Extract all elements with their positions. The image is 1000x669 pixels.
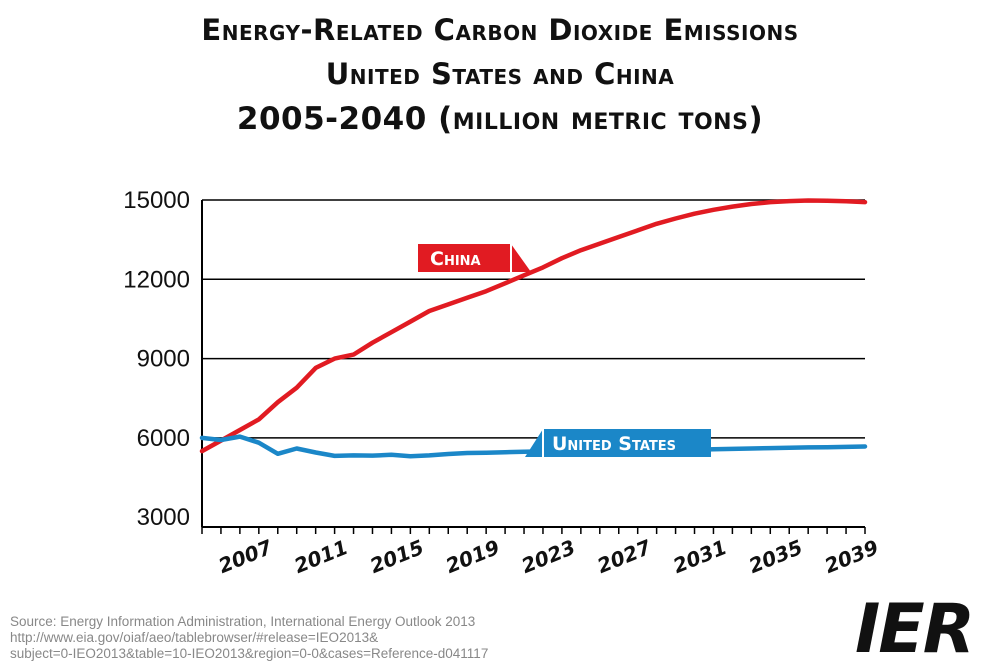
x-tick-label-2031: 2031: [670, 535, 731, 578]
source-line-3: subject=0-IEO2013&table=10-IEO2013&regio…: [10, 646, 489, 661]
x-tick-label-2007: 2007: [215, 535, 276, 578]
x-tick-label-2039: 2039: [821, 535, 882, 578]
y-tick-label-12000: 12000: [123, 266, 190, 293]
china-label-box: [418, 244, 531, 272]
title-line-1: Energy-Related Carbon Dioxide Emissions: [201, 13, 799, 47]
series-line-china: [199, 198, 868, 454]
us-label-text: United States: [552, 433, 676, 455]
source-line-1: Source: Energy Information Administratio…: [10, 614, 476, 629]
y-tick-label-3000: 3000: [137, 504, 190, 531]
source-line-2: http://www.eia.gov/oiaf/aeo/tablebrowser…: [10, 630, 379, 645]
source-note: Source: Energy Information Administratio…: [10, 614, 488, 662]
title-line-3: 2005-2040 (million metric tons): [236, 101, 764, 137]
us-label-box: [525, 429, 711, 457]
x-tick-label-2011: 2011: [291, 535, 352, 578]
ier-logo: IER: [855, 590, 975, 669]
x-tick-label-2027: 2027: [594, 535, 655, 578]
x-tick-label-2023: 2023: [518, 535, 579, 578]
y-tick-label-9000: 9000: [137, 346, 190, 373]
y-tick-label-6000: 6000: [137, 425, 190, 452]
china-label-text: China: [430, 248, 481, 270]
y-tick-label-15000: 15000: [123, 187, 190, 214]
x-tick-label-2015: 2015: [367, 535, 428, 578]
x-tick-label-2035: 2035: [745, 535, 806, 578]
chart-title: Energy-Related Carbon Dioxide Emissions …: [0, 8, 1000, 142]
title-line-2: United States and China: [325, 57, 675, 91]
x-tick-label-2019: 2019: [442, 535, 503, 578]
